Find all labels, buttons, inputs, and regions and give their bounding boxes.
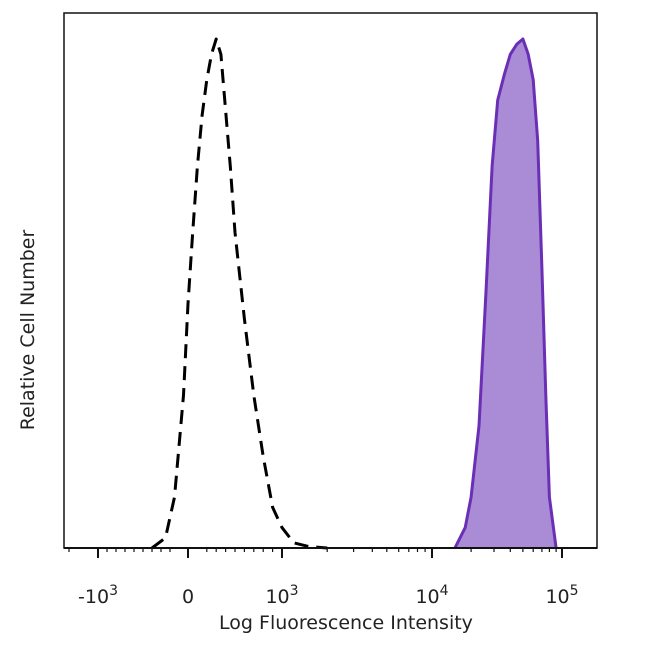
x-tick-label: 103 (265, 583, 298, 608)
x-tick-label: 104 (415, 583, 448, 608)
histogram-series-dashed (151, 37, 328, 550)
x-axis-title: Log Fluorescence Intensity (219, 612, 473, 634)
y-axis-title: Relative Cell Number (17, 230, 39, 431)
x-tick-label: 0 (182, 586, 194, 608)
plot-area (64, 37, 597, 550)
x-axis: -103 0 103 104 105 (68, 548, 579, 608)
x-tick-label: -103 (78, 583, 118, 608)
histogram-series-filled (453, 37, 558, 549)
x-tick-label: 105 (545, 583, 578, 608)
